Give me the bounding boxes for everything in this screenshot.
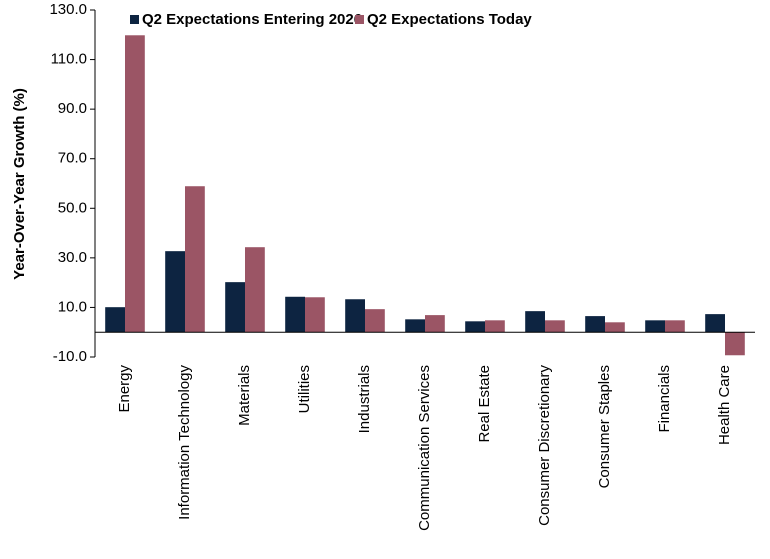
bar — [225, 282, 245, 333]
legend-swatch — [355, 15, 364, 24]
bar — [305, 297, 325, 333]
bar — [525, 311, 545, 333]
bar — [665, 320, 685, 333]
x-tick-label: Communication Services — [416, 365, 433, 531]
x-tick-label: Consumer Staples — [596, 365, 613, 488]
bar — [425, 315, 445, 333]
y-tick-label: 90.0 — [58, 100, 87, 117]
y-tick-label: 110.0 — [51, 51, 87, 68]
y-tick-label: 10.0 — [58, 298, 87, 315]
bar — [365, 309, 385, 333]
legend-label: Q2 Expectations Entering 2026 — [142, 11, 362, 28]
y-tick-label: 50.0 — [58, 199, 87, 216]
bar — [545, 320, 565, 333]
y-tick-label: 130.0 — [49, 1, 87, 18]
bar — [125, 35, 145, 333]
legend-swatch — [130, 15, 139, 24]
x-tick-label: Industrials — [356, 365, 373, 433]
x-tick-label: Financials — [656, 365, 673, 433]
y-axis-label: Year-Over-Year Growth (%) — [11, 88, 28, 280]
bar — [605, 322, 625, 333]
bar — [245, 247, 265, 333]
bar — [705, 314, 725, 333]
x-tick-label: Health Care — [716, 365, 733, 445]
y-tick-label: 30.0 — [58, 249, 87, 266]
x-tick-label: Energy — [116, 365, 133, 413]
bar — [105, 307, 125, 333]
bar — [725, 332, 745, 356]
legend-label: Q2 Expectations Today — [367, 11, 532, 28]
bar — [345, 299, 365, 333]
bar — [585, 316, 605, 333]
x-tick-label: Consumer Discretionary — [536, 365, 553, 526]
x-tick-label: Materials — [236, 365, 253, 426]
y-tick-label: 70.0 — [58, 150, 87, 167]
bar — [405, 319, 425, 333]
bar — [185, 186, 205, 333]
x-tick-label: Real Estate — [476, 365, 493, 443]
x-tick-label: Information Technology — [176, 365, 193, 520]
y-tick-label: -10.0 — [53, 348, 87, 365]
bar — [465, 321, 485, 333]
x-tick-label: Utilities — [296, 365, 313, 413]
bar — [485, 320, 505, 333]
bar — [165, 251, 185, 333]
bar — [285, 296, 305, 333]
bar — [645, 320, 665, 333]
